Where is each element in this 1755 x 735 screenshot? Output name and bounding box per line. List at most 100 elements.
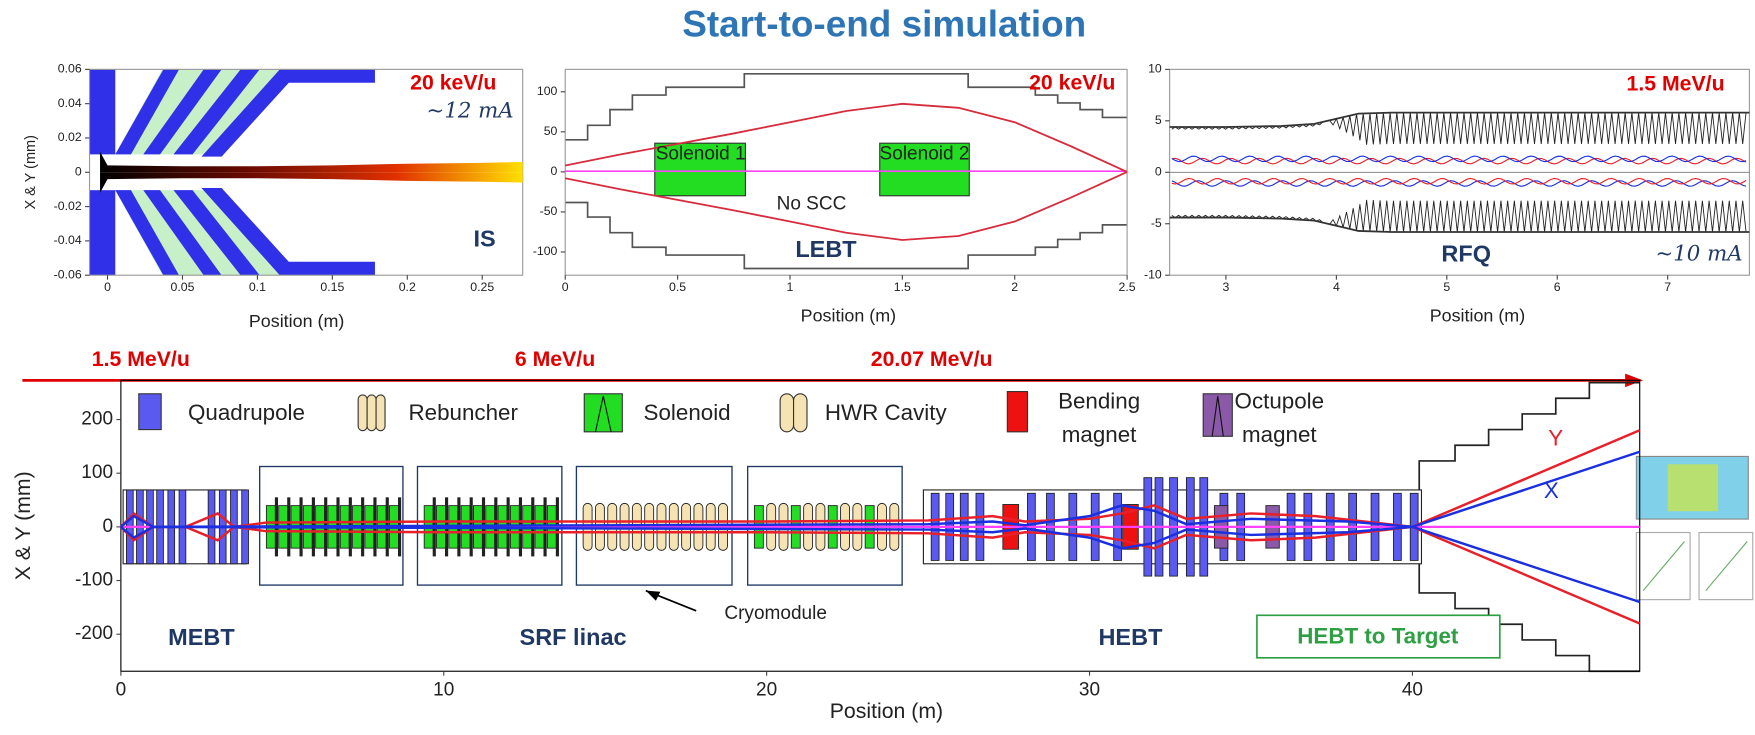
y-tick-label: -5: [1151, 216, 1162, 230]
x-tick-label: 2: [1011, 280, 1018, 294]
annotation: 6 MeV/u: [515, 347, 595, 371]
annotation: RFQ: [1441, 240, 1491, 266]
legend-label: magnet: [1242, 422, 1317, 447]
y-axis-label: X & Y (mm): [23, 135, 39, 210]
x-tick-label: 3: [1223, 280, 1230, 294]
arrow-head: [646, 591, 661, 601]
y-tick-label: 0: [1155, 165, 1162, 179]
y-tick-label: -100: [75, 570, 113, 591]
legend-icon: [367, 395, 376, 431]
x-tick-label: 10: [433, 679, 454, 700]
figure-title: Start-to-end simulation: [682, 4, 1086, 45]
legend-label: Solenoid: [644, 400, 731, 425]
annotation: 20.07 MeV/u: [871, 347, 993, 371]
y-tick-label: 200: [81, 409, 113, 430]
annotation: No SCC: [777, 194, 847, 215]
legend-label: Bending: [1058, 389, 1140, 414]
electrode-half: [90, 188, 375, 275]
legend-icon: [358, 395, 367, 431]
y-tick-label: 0.06: [58, 62, 82, 76]
x-tick-label: 0: [562, 280, 569, 294]
legend-icon: [584, 394, 622, 432]
annotation: Solenoid 2: [880, 143, 970, 164]
annotation: HEBT to Target: [1297, 624, 1459, 649]
electrode-half: [90, 69, 375, 156]
y-tick-label: -10: [1144, 267, 1162, 281]
legend-icon: [780, 394, 793, 432]
beam-envelope: [565, 104, 1127, 172]
annotation: 1.5 MeV/u: [92, 347, 190, 371]
y-tick-label: -0.06: [54, 267, 82, 281]
y-tick-label: 10: [1148, 62, 1162, 76]
legend-label: magnet: [1062, 422, 1137, 447]
y-tick-label: -0.02: [54, 199, 82, 213]
y-tick-label: -100: [533, 244, 558, 258]
annotation: Cryomodule: [724, 603, 827, 624]
y-tick-label: 100: [537, 84, 558, 98]
x-tick-label: 1: [787, 280, 794, 294]
x-tick-label: 4: [1333, 280, 1340, 294]
beam-envelope: [100, 152, 523, 173]
beam-envelope: [1170, 113, 1750, 127]
beam-envelope: [100, 172, 523, 193]
legend-icon: [1203, 394, 1232, 437]
y-tick-label: -200: [75, 623, 113, 644]
legend-label: Quadrupole: [188, 400, 305, 425]
x-tick-label: 0.1: [249, 280, 266, 294]
thumbnail-spot: [1668, 464, 1718, 511]
y-tick-label: -50: [540, 204, 558, 218]
y-tick-label: 0.04: [58, 96, 82, 110]
annotation: LEBT: [795, 236, 857, 262]
annotation: ~12 mA: [427, 98, 514, 123]
x-tick-label: 0.05: [170, 280, 194, 294]
series-label: Y: [1548, 426, 1563, 451]
aperture: [1419, 383, 1639, 490]
annotation: MEBT: [168, 624, 235, 650]
oscillation: [1172, 113, 1746, 145]
legend-icon: [139, 394, 161, 430]
y-tick-label: 5: [1155, 113, 1162, 127]
annotation: 20 keV/u: [1029, 71, 1115, 95]
x-tick-label: 20: [756, 679, 777, 700]
figure: Start-to-end simulation 00.050.10.150.20…: [0, 0, 1755, 735]
y-tick-label: -0.04: [54, 233, 82, 247]
x-tick-label: 0: [116, 679, 127, 700]
legend-icon: [1007, 392, 1027, 432]
electrode: [90, 69, 116, 154]
x-tick-label: 5: [1443, 280, 1450, 294]
series-label: X: [1544, 478, 1559, 503]
y-tick-label: 0.02: [58, 130, 82, 144]
legend-label: Rebuncher: [409, 400, 519, 425]
beam-envelope: [1170, 218, 1750, 232]
annotation: ~10 mA: [1655, 242, 1742, 267]
legend-label: HWR Cavity: [825, 400, 948, 425]
x-tick-label: 7: [1664, 280, 1671, 294]
oscillation: [1172, 200, 1746, 232]
y-tick-label: 50: [544, 124, 558, 138]
x-tick-label: 40: [1402, 679, 1423, 700]
x-tick-label: 1.5: [894, 280, 911, 294]
x-tick-label: 30: [1079, 679, 1100, 700]
x-axis-label: Position (m): [830, 699, 943, 723]
y-tick-label: 0: [551, 164, 558, 178]
x-tick-label: 2.5: [1119, 280, 1136, 294]
annotation: IS: [474, 226, 496, 252]
x-axis-label: Position (m): [249, 311, 344, 331]
y-axis-label: X & Y (mm): [11, 471, 35, 580]
y-tick-label: 0: [102, 516, 113, 537]
x-tick-label: 0: [104, 280, 111, 294]
y-tick-label: 0: [75, 165, 82, 179]
page: Start-to-end simulation 00.050.10.150.20…: [0, 0, 1755, 735]
annotation: 20 keV/u: [410, 71, 496, 95]
annotation: 1.5 MeV/u: [1627, 72, 1725, 96]
annotation: SRF linac: [520, 624, 627, 650]
legend-icon: [794, 394, 807, 432]
annotation: HEBT: [1098, 624, 1163, 650]
x-tick-label: 6: [1554, 280, 1561, 294]
y-tick-label: 100: [81, 462, 113, 483]
x-tick-label: 0.15: [320, 280, 344, 294]
x-axis-label: Position (m): [1430, 305, 1525, 325]
x-axis-label: Position (m): [801, 305, 896, 325]
x-tick-label: 0.25: [470, 280, 494, 294]
x-tick-label: 0.5: [669, 280, 686, 294]
